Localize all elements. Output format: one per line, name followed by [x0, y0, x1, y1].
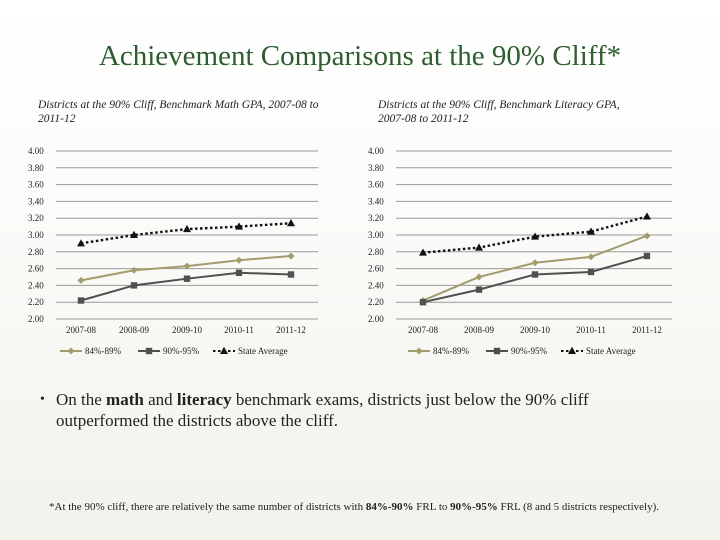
lit-x-tick-label: 2011-12 [632, 325, 662, 335]
bullet-text-part: and [143, 390, 177, 409]
math-x-tick-label: 2011-12 [276, 325, 306, 335]
lit-data-point [587, 253, 595, 261]
math-data-point [183, 224, 191, 233]
math-data-point [183, 262, 191, 270]
math-legend-label: 84%-89% [85, 346, 121, 356]
math-data-point [235, 269, 243, 276]
lit-data-point [587, 268, 595, 276]
footnote: *At the 90% cliff, there are relatively … [49, 500, 689, 515]
math-legend-marker [67, 347, 75, 355]
math-legend-label: State Average [238, 346, 288, 356]
key-finding-bullet: • On the math and literacy benchmark exa… [40, 389, 656, 431]
lit-data-point [475, 273, 483, 281]
lit-data-point [419, 299, 427, 306]
math-y-tick-label: 3.80 [28, 163, 44, 173]
math-data-point [235, 256, 243, 264]
lit-y-tick-label: 3.20 [368, 213, 384, 223]
bullet-dot-icon: • [40, 392, 45, 407]
math-y-tick-label: 3.40 [28, 196, 44, 206]
footnote-text-part: FRL (8 and 5 districts respectively). [497, 501, 659, 513]
math-x-tick-label: 2007-08 [66, 325, 96, 335]
lit-y-tick-label: 2.60 [368, 264, 384, 274]
math-y-tick-label: 2.80 [28, 247, 44, 257]
math-x-tick-label: 2009-10 [172, 325, 202, 335]
lit-y-tick-label: 2.80 [368, 247, 384, 257]
lit-legend-label: State Average [586, 346, 636, 356]
math-data-point [130, 282, 138, 289]
lit-data-point [419, 248, 427, 256]
math-y-tick-label: 3.00 [28, 230, 44, 240]
lit-data-point [475, 243, 483, 251]
lit-data-point [531, 259, 539, 267]
bullet-bold-literacy: literacy [176, 390, 232, 409]
math-y-tick-label: 3.60 [28, 180, 44, 190]
lit-data-point [643, 212, 651, 220]
math-data-point [235, 222, 243, 230]
lit-x-tick-label: 2007-08 [408, 325, 438, 335]
lit-series-line-2 [422, 215, 648, 254]
math-y-tick-label: 2.40 [28, 280, 44, 290]
math-data-point [287, 252, 295, 260]
lit-data-point [531, 271, 539, 278]
math-data-point [287, 271, 295, 278]
math-data-point [130, 230, 138, 238]
lit-legend-label: 84%-89% [433, 346, 469, 356]
lit-y-tick-label: 3.00 [368, 230, 384, 240]
math-y-tick-label: 2.00 [28, 314, 44, 324]
lit-y-tick-label: 2.00 [368, 314, 384, 324]
lit-legend-marker [415, 347, 423, 355]
footnote-bold-84-90: 84%-90% [365, 501, 414, 513]
lit-y-tick-label: 4.00 [368, 146, 384, 156]
math-chart-title: Districts at the 90% Cliff, Benchmark Ma… [38, 99, 319, 125]
lit-y-tick-label: 2.20 [368, 297, 384, 307]
math-y-tick-label: 3.20 [28, 213, 44, 223]
footnote-text-part: *At the 90% cliff, there are relatively … [49, 501, 366, 513]
lit-y-tick-label: 2.40 [368, 280, 384, 290]
literacy-chart-title: Districts at the 90% Cliff, Benchmark Li… [378, 99, 620, 125]
math-data-point [77, 297, 85, 304]
math-data-point [77, 239, 85, 247]
footnote-text-part: FRL to [413, 501, 451, 513]
lit-legend-marker [568, 346, 576, 354]
math-legend-label: 90%-95% [163, 346, 199, 356]
math-x-tick-label: 2008-09 [119, 325, 149, 335]
lit-y-tick-label: 3.40 [368, 196, 384, 206]
lit-x-tick-label: 2010-11 [576, 325, 606, 335]
math-y-tick-label: 4.00 [28, 146, 44, 156]
bullet-text-part: On the [56, 390, 107, 409]
math-y-tick-label: 2.60 [28, 264, 44, 274]
lit-x-tick-label: 2009-10 [520, 325, 550, 335]
math-data-point [287, 219, 295, 227]
lit-y-tick-label: 3.60 [368, 180, 384, 190]
bullet-bold-math: math [106, 390, 144, 409]
lit-legend-label: 90%-95% [511, 346, 547, 356]
math-legend-marker [220, 346, 228, 354]
lit-data-point [531, 232, 539, 240]
lit-legend-marker [493, 347, 501, 355]
math-x-tick-label: 2010-11 [224, 325, 254, 335]
lit-data-point [643, 232, 651, 240]
lit-data-point [475, 286, 483, 293]
math-data-point [130, 266, 138, 274]
lit-data-point [643, 252, 651, 260]
lit-x-tick-label: 2008-09 [464, 325, 494, 335]
bullet-text-part: benchmark exams, districts just below th… [56, 390, 589, 430]
lit-data-point [587, 227, 595, 235]
math-data-point [77, 276, 85, 284]
math-legend-marker [145, 347, 153, 355]
lit-y-tick-label: 3.80 [368, 163, 384, 173]
slide-title: Achievement Comparisons at the 90% Cliff… [98, 40, 622, 72]
math-data-point [183, 275, 191, 282]
footnote-bold-90-95: 90%-95% [450, 501, 498, 513]
math-y-tick-label: 2.20 [28, 297, 44, 307]
